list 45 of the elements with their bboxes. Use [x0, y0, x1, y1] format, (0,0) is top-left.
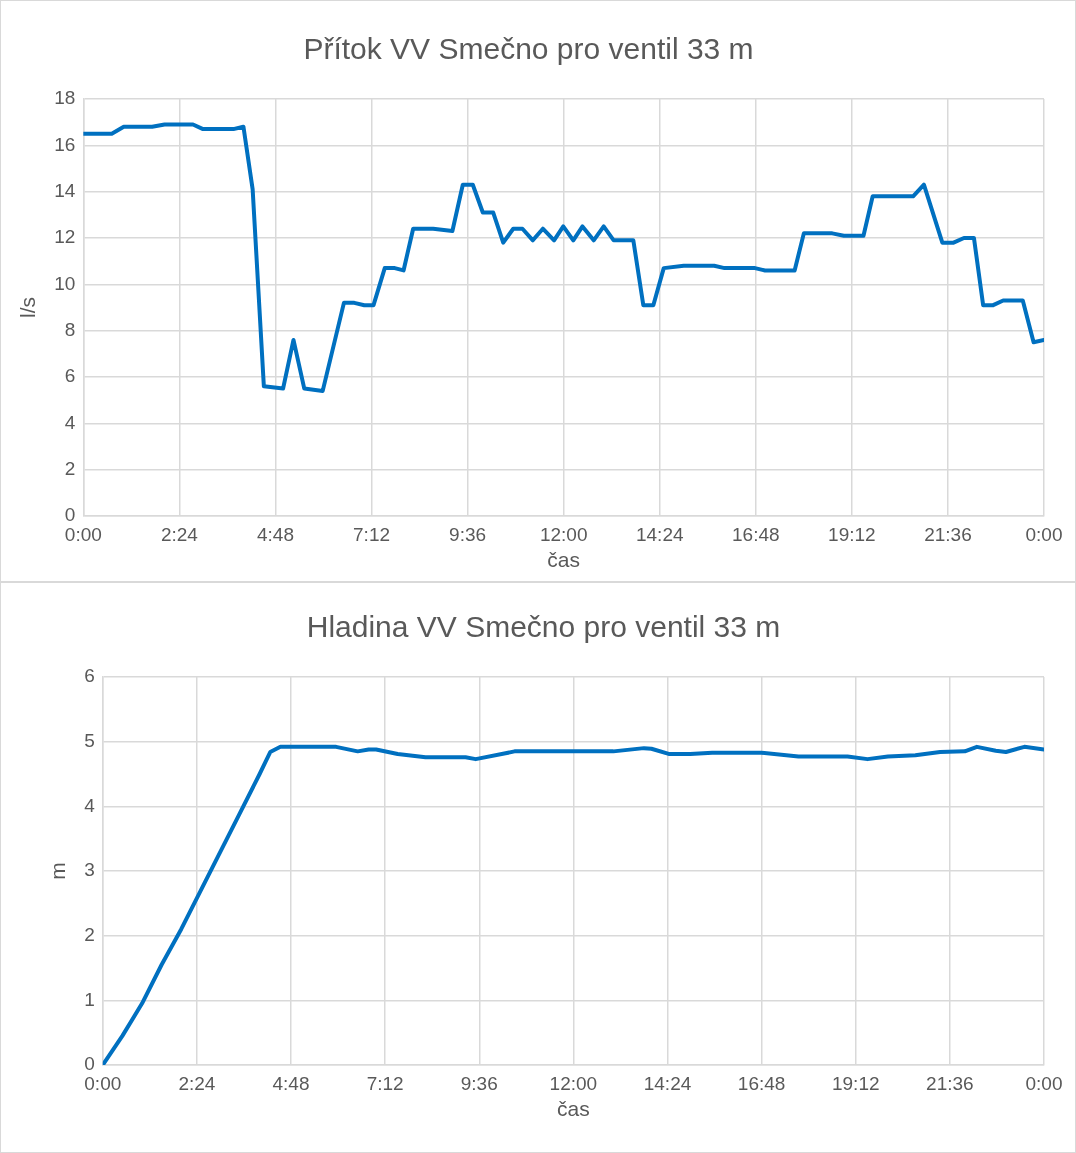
chart-title: Přítok VV Smečno pro ventil 33 m	[303, 32, 754, 66]
x-tick-label: 4:48	[272, 1072, 310, 1094]
x-tick-label: 9:36	[460, 1072, 498, 1094]
x-tick-label: 2:24	[160, 523, 199, 545]
x-tick-label: 19:12	[831, 1072, 880, 1094]
x-tick-label: 0:00	[1025, 1072, 1063, 1094]
y-tick-label: 2	[84, 923, 95, 945]
x-tick-label: 16:48	[737, 1072, 786, 1094]
chart-title: Hladina VV Smečno pro ventil 33 m	[306, 610, 781, 644]
x-tick-label: 0:00	[1025, 523, 1063, 545]
x-tick-label: 4:48	[256, 523, 294, 545]
y-tick-label: 1	[84, 988, 95, 1010]
x-tick-label: 7:12	[366, 1072, 404, 1094]
x-axis-title: čas	[557, 1097, 590, 1121]
y-tick-label: 14	[54, 179, 76, 201]
y-tick-label: 2	[64, 457, 76, 479]
x-axis-title: čas	[547, 548, 581, 572]
y-tick-label: 10	[54, 272, 76, 294]
y-tick-label: 8	[64, 318, 76, 340]
x-tick-label: 19:12	[828, 523, 876, 545]
y-tick-label: 12	[54, 226, 76, 248]
x-tick-label: 21:36	[924, 523, 972, 545]
y-tick-label: 5	[84, 729, 95, 751]
x-tick-label: 7:12	[353, 523, 391, 545]
y-tick-label: 16	[54, 133, 76, 155]
x-tick-label: 0:00	[84, 1072, 122, 1094]
x-tick-label: 12:00	[549, 1072, 598, 1094]
y-tick-label: 6	[84, 665, 95, 687]
y-axis-title: m	[46, 862, 70, 880]
x-tick-label: 16:48	[732, 523, 780, 545]
x-tick-label: 14:24	[643, 1072, 692, 1094]
y-tick-label: 18	[54, 87, 76, 109]
x-tick-label: 0:00	[64, 523, 102, 545]
x-tick-label: 9:36	[449, 523, 487, 545]
y-tick-label: 4	[64, 411, 76, 433]
y-tick-label: 3	[84, 859, 95, 881]
x-tick-label: 21:36	[926, 1072, 974, 1094]
y-tick-label: 0	[84, 1053, 95, 1075]
x-tick-label: 14:24	[635, 523, 684, 545]
x-tick-label: 12:00	[539, 523, 588, 545]
y-axis-title: l/s	[16, 297, 40, 318]
y-tick-label: 0	[64, 504, 76, 526]
y-tick-label: 6	[64, 365, 76, 387]
y-tick-label: 4	[84, 794, 96, 816]
x-tick-label: 2:24	[178, 1072, 216, 1094]
